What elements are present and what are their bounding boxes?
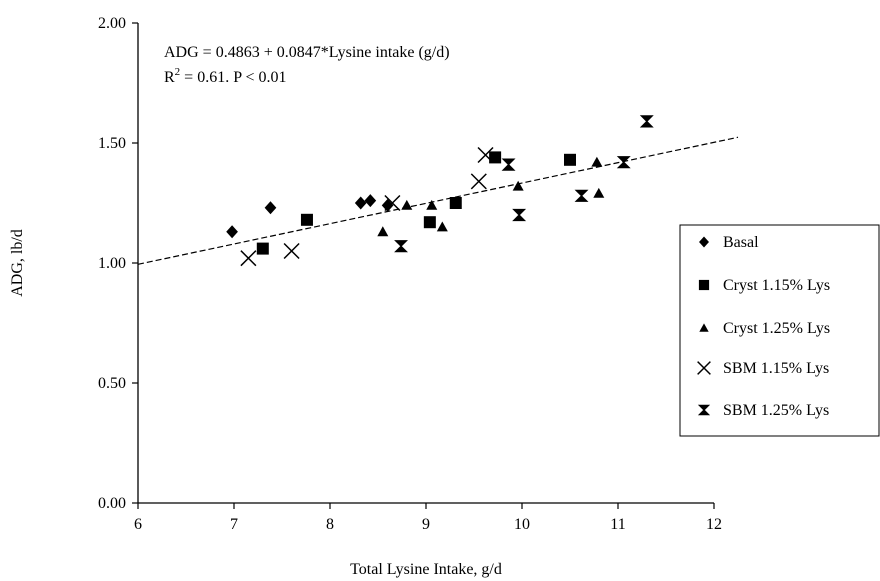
data-point-sbm-1-15-lys — [240, 250, 257, 267]
trendline — [137, 136, 739, 265]
data-point-cryst-1-25-lys — [436, 221, 448, 232]
legend-items: Basal Cryst 1.15% Lys Cryst 1.25% Lys SBM 1… — [697, 234, 830, 419]
legend-marker-cryst-1-25-lys — [699, 323, 709, 332]
data-point-cryst-1-15-lys — [256, 242, 269, 255]
y-axis-ticks: 0.00 0.50 1.00 1.50 2.00 — [98, 15, 138, 512]
r2-superscript: 2 — [175, 66, 181, 78]
data-point-cryst-1-25-lys — [593, 187, 605, 198]
data-point-sbm-1-25-lys — [501, 158, 516, 171]
data-point-basal — [354, 196, 367, 210]
data-point-cryst-1-25-lys — [377, 226, 389, 237]
data-point-cryst-1-25-lys — [512, 180, 524, 191]
data-point-cryst-1-25-lys — [591, 156, 603, 167]
x-axis-label: Total Lysine Intake, g/d — [350, 561, 502, 578]
plot-area: 0.00 0.50 1.00 1.50 2.00 6 7 8 9 10 11 12 — [98, 15, 739, 533]
data-point-sbm-1-15-lys — [477, 146, 494, 164]
x-tick-label: 6 — [134, 516, 142, 533]
legend-marker-cryst-1-15-lys — [698, 279, 710, 291]
y-tick-label: 0.50 — [98, 375, 126, 392]
regression-equation: ADG = 0.4863 + 0.0847*Lysine intake (g/d… — [164, 44, 450, 61]
data-points — [226, 115, 654, 267]
r-squared-text: R2 = 0.61. P < 0.01 — [164, 66, 287, 86]
r2-prefix: R — [164, 69, 175, 86]
legend-label-sbm-1-25-lys: SBM 1.25% Lys — [723, 402, 829, 419]
regression-annotation: ADG = 0.4863 + 0.0847*Lysine intake (g/d… — [164, 44, 450, 86]
legend-label-sbm-1-15-lys: SBM 1.15% Lys — [723, 360, 829, 377]
x-tick-label: 11 — [610, 516, 625, 533]
data-point-sbm-1-25-lys — [512, 208, 527, 222]
data-point-cryst-1-15-lys — [449, 197, 462, 209]
legend-marker-basal — [699, 236, 709, 248]
data-point-cryst-1-15-lys — [489, 151, 502, 164]
x-tick-label: 10 — [514, 516, 530, 533]
x-tick-label: 12 — [706, 516, 722, 533]
x-axis-ticks: 6 7 8 9 10 11 12 — [134, 503, 722, 533]
data-point-cryst-1-25-lys — [401, 199, 413, 210]
data-point-basal — [226, 225, 238, 239]
legend-label-cryst-1-15-lys: Cryst 1.15% Lys — [723, 277, 830, 294]
data-point-sbm-1-25-lys — [639, 115, 654, 128]
y-tick-label: 1.00 — [98, 255, 126, 272]
data-point-sbm-1-15-lys — [384, 194, 401, 212]
x-tick-label: 8 — [326, 516, 334, 533]
y-axis-label: ADG, lb/d — [9, 229, 26, 297]
data-point-sbm-1-25-lys — [394, 240, 408, 253]
data-point-cryst-1-15-lys — [564, 153, 576, 166]
data-point-sbm-1-25-lys — [574, 189, 589, 202]
legend-label-cryst-1-25-lys: Cryst 1.25% Lys — [723, 320, 830, 337]
data-point-sbm-1-15-lys — [470, 173, 487, 190]
x-tick-label: 9 — [422, 516, 430, 533]
data-point-sbm-1-15-lys — [283, 242, 300, 260]
y-tick-label: 1.50 — [98, 135, 126, 152]
y-tick-label: 2.00 — [98, 15, 126, 32]
data-point-basal — [264, 201, 277, 215]
x-tick-label: 7 — [230, 516, 238, 533]
legend-label-basal: Basal — [723, 234, 759, 251]
legend-marker-sbm-1-15-lys — [697, 361, 711, 375]
data-point-cryst-1-15-lys — [300, 213, 313, 226]
legend: Basal Cryst 1.15% Lys Cryst 1.25% Lys SBM 1… — [679, 224, 880, 437]
data-point-sbm-1-25-lys — [616, 156, 631, 169]
legend-box — [679, 224, 880, 437]
y-tick-label: 0.00 — [98, 495, 126, 512]
legend-marker-sbm-1-25-lys — [697, 404, 711, 416]
r2-rest: = 0.61. P < 0.01 — [180, 69, 286, 86]
data-point-basal — [381, 198, 394, 212]
data-point-cryst-1-25-lys — [426, 199, 438, 210]
data-point-cryst-1-15-lys — [423, 216, 436, 229]
data-point-basal — [364, 194, 377, 208]
